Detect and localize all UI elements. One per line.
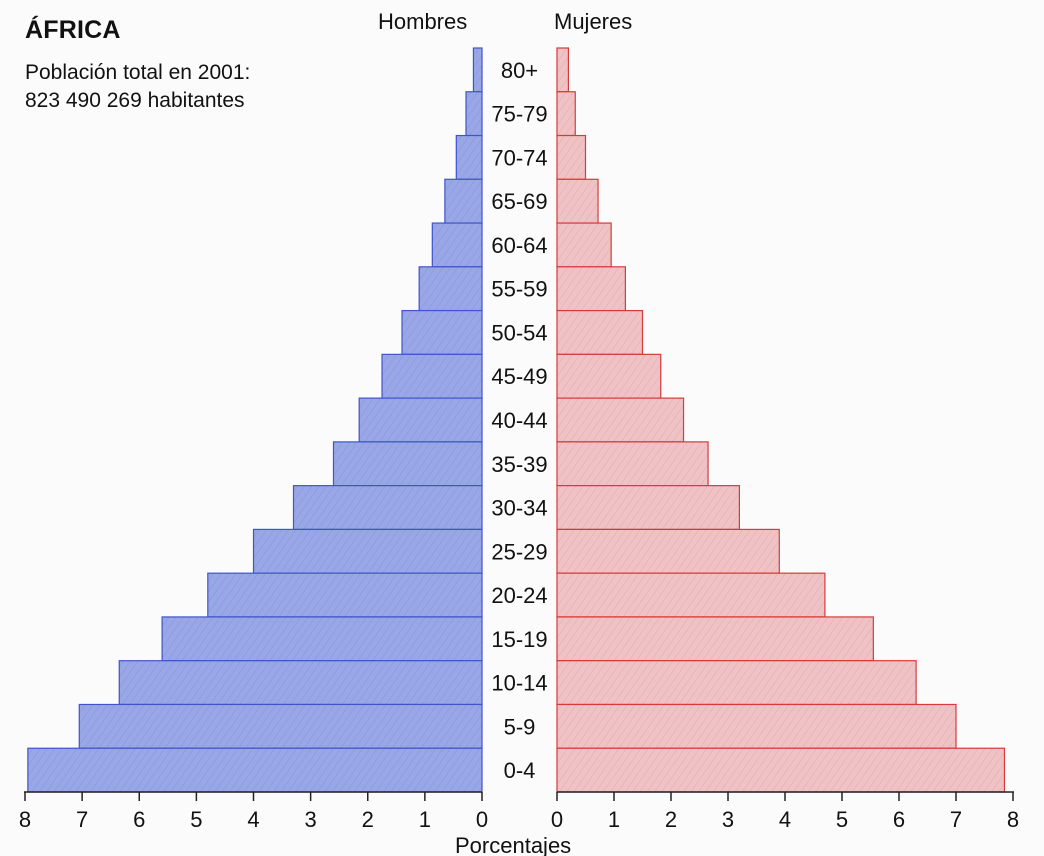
men-bar-35-39 [332,441,483,487]
women-x-axis: 0 1 2 3 4 5 6 7 8 [551,791,1019,832]
men-bars-group [27,47,483,793]
men-bar-65-69 [444,178,483,224]
age-label-0-4: 0-4 [504,758,536,783]
men-tick-label-2: 2 [362,807,374,832]
men-bar-75-79 [465,91,483,137]
women-bar-80-plus [556,47,569,93]
women-label: Mujeres [554,9,633,34]
age-label-25-29: 25-29 [491,539,547,564]
women-bar-60-64 [556,222,612,268]
men-bar-60-64 [431,222,483,268]
age-label-70-74: 70-74 [491,145,547,170]
women-bar-25-29 [556,528,780,574]
women-bar-15-19 [556,616,874,662]
chart-subtitle-line-1: Población total en 2001: [25,61,251,84]
women-tick-label-8: 8 [1007,807,1019,832]
men-bar-40-44 [358,397,483,443]
men-bar-20-24 [207,572,483,618]
age-label-20-24: 20-24 [491,583,547,608]
men-tick-label-8: 8 [19,807,31,832]
women-bar-50-54 [556,309,644,355]
age-label-60-64: 60-64 [491,233,547,258]
men-bar-25-29 [252,528,483,574]
women-tick-label-6: 6 [893,807,905,832]
women-tick-label-2: 2 [665,807,677,832]
women-tick-label-1: 1 [608,807,620,832]
men-tick-label-5: 5 [190,807,202,832]
women-bar-55-59 [556,266,627,312]
men-bar-15-19 [161,616,483,662]
men-tick-label-1: 1 [419,807,431,832]
women-bar-40-44 [556,397,685,443]
men-bar-10-14 [118,660,483,706]
men-bar-45-49 [381,353,483,399]
men-bar-30-34 [292,485,483,531]
women-bar-45-49 [556,353,662,399]
women-bar-70-74 [556,134,587,180]
women-bar-0-4 [556,747,1006,793]
chart-subtitle-line-2: 823 490 269 habitantes [25,89,245,112]
women-bar-30-34 [556,485,740,531]
men-bar-80-plus [472,47,483,93]
men-tick-label-4: 4 [247,807,259,832]
men-bar-0-4 [27,747,483,793]
age-label-10-14: 10-14 [491,671,547,696]
men-bar-5-9 [78,703,483,749]
x-axis-label: Porcentajes [455,833,572,856]
age-label-5-9: 5-9 [504,714,536,739]
age-label-65-69: 65-69 [491,189,547,214]
men-bar-50-54 [401,309,483,355]
men-label: Hombres [378,9,468,34]
men-x-axis: 0 1 2 3 4 5 6 7 8 [19,791,488,832]
women-tick-label-0: 0 [551,807,563,832]
age-label-35-39: 35-39 [491,452,547,477]
chart-title: ÁFRICA [25,16,121,44]
women-bar-5-9 [556,703,957,749]
age-label-40-44: 40-44 [491,408,547,433]
age-label-30-34: 30-34 [491,496,547,521]
women-bar-20-24 [556,572,826,618]
age-label-75-79: 75-79 [491,102,547,127]
women-tick-label-3: 3 [722,807,734,832]
women-tick-label-4: 4 [779,807,791,832]
women-bar-65-69 [556,178,599,224]
men-tick-label-3: 3 [305,807,317,832]
women-tick-label-7: 7 [950,807,962,832]
age-label-15-19: 15-19 [491,627,547,652]
men-tick-label-6: 6 [133,807,145,832]
women-bar-35-39 [556,441,709,487]
men-tick-label-7: 7 [76,807,88,832]
women-tick-label-5: 5 [836,807,848,832]
age-label-80-plus: 80+ [501,58,538,83]
men-bar-55-59 [418,266,483,312]
women-bars-group [556,47,1006,793]
men-bar-70-74 [455,134,483,180]
men-tick-label-0: 0 [476,807,488,832]
age-label-50-54: 50-54 [491,320,547,345]
women-bar-10-14 [556,660,917,706]
age-label-45-49: 45-49 [491,364,547,389]
age-label-55-59: 55-59 [491,277,547,302]
age-group-labels: 80+ 75-79 70-74 65-69 60-64 55-59 50-54 45-49 40… [491,58,547,783]
women-bar-75-79 [556,91,576,137]
